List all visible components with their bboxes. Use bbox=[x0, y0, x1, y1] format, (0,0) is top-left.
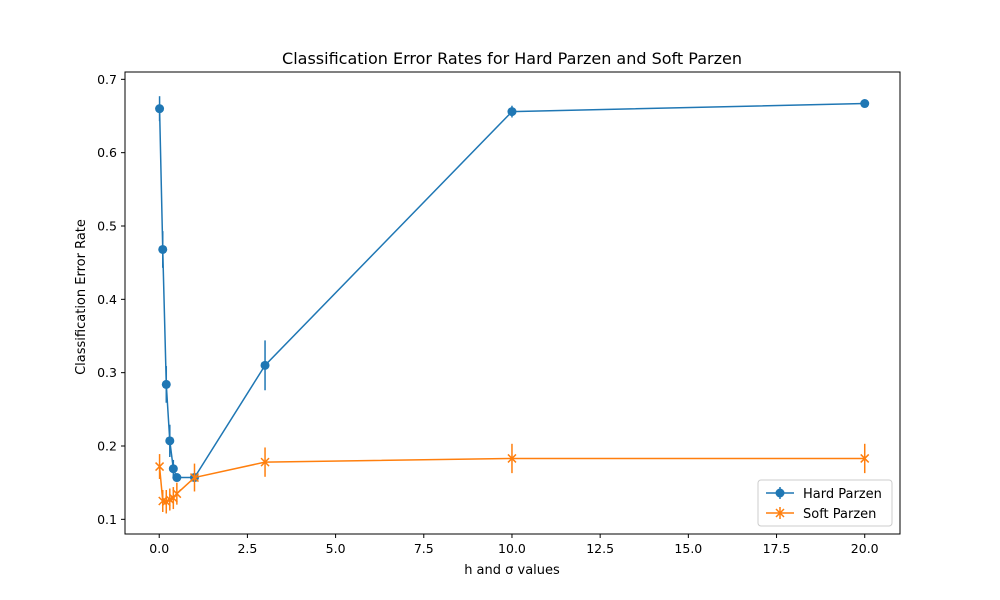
data-point-hard bbox=[860, 99, 870, 109]
x-tick-label: 7.5 bbox=[414, 541, 434, 556]
x-tick-label: 2.5 bbox=[237, 541, 257, 556]
data-point-hard bbox=[172, 473, 182, 483]
data-point-soft bbox=[158, 496, 168, 506]
y-tick-label: 0.6 bbox=[97, 145, 117, 160]
x-tick-label: 20.0 bbox=[851, 541, 879, 556]
data-point-hard bbox=[165, 436, 175, 446]
legend-marker-hard bbox=[775, 488, 785, 498]
x-axis-label: h and σ values bbox=[464, 563, 560, 578]
legend: Hard Parzen Soft Parzen bbox=[757, 479, 893, 527]
x-tick-label: 0.0 bbox=[149, 541, 169, 556]
x-tick-label: 12.5 bbox=[586, 541, 614, 556]
data-point-hard bbox=[161, 379, 171, 389]
y-tick-label: 0.5 bbox=[97, 219, 117, 234]
data-point-hard bbox=[260, 360, 270, 370]
series-line-hard bbox=[158, 102, 865, 479]
data-point-soft bbox=[260, 457, 270, 467]
legend-label-hard: Hard Parzen bbox=[803, 487, 882, 502]
data-point-soft bbox=[189, 473, 200, 483]
y-tick-label: 0.2 bbox=[97, 439, 117, 454]
y-tick-label: 0.4 bbox=[97, 292, 117, 307]
y-axis-label: Classification Error Rate bbox=[74, 219, 89, 375]
x-tick-label: 17.5 bbox=[763, 541, 791, 556]
data-point-soft bbox=[507, 453, 517, 463]
chart-title: Classification Error Rates for Hard Parz… bbox=[282, 49, 742, 68]
data-point-hard bbox=[507, 107, 517, 117]
legend-label-soft: Soft Parzen bbox=[803, 507, 876, 522]
legend-marker-soft bbox=[775, 508, 785, 518]
data-point-soft bbox=[172, 489, 182, 499]
data-point-soft bbox=[155, 462, 165, 472]
data-point-soft bbox=[860, 453, 870, 463]
x-tick-label: 10.0 bbox=[498, 541, 526, 556]
x-tick-label: 15.0 bbox=[674, 541, 702, 556]
legend-frame bbox=[757, 479, 893, 527]
x-tick-label: 5.0 bbox=[326, 541, 346, 556]
y-tick-label: 0.3 bbox=[97, 365, 117, 380]
data-point-hard bbox=[158, 244, 168, 254]
plot-frame bbox=[124, 71, 901, 535]
data-point-hard bbox=[168, 464, 178, 474]
y-tick-label: 0.7 bbox=[97, 72, 117, 87]
y-tick-label: 0.1 bbox=[97, 512, 117, 527]
data-point-hard bbox=[155, 104, 165, 114]
